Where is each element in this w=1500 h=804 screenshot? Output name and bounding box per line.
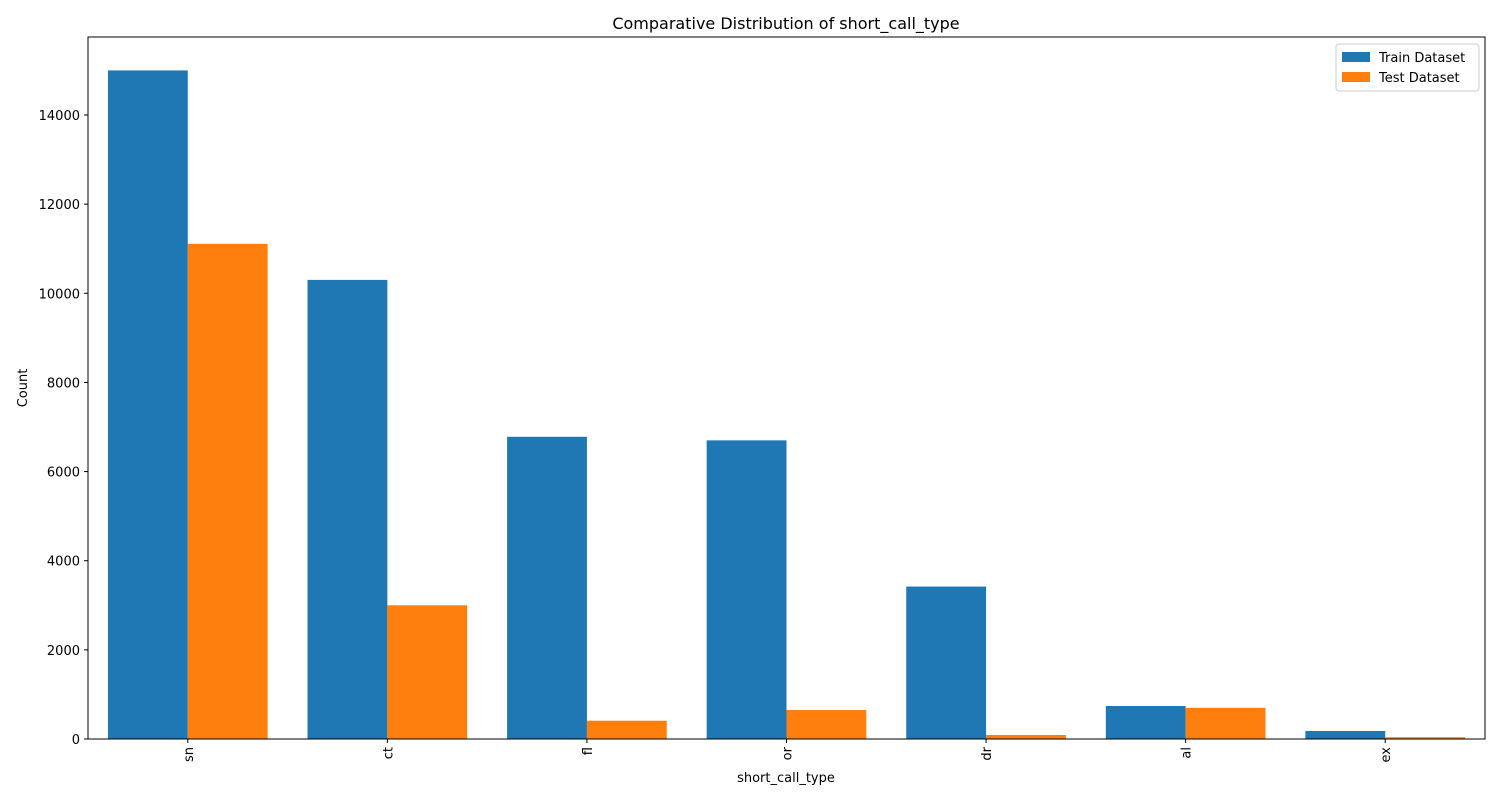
x-tick-label-sn: sn [182, 747, 197, 762]
legend: Train Dataset Test Dataset [1335, 43, 1480, 92]
y-axis-title: Count [16, 369, 31, 408]
x-tick-label-dr: dr [980, 746, 995, 760]
bar-train-sn [107, 70, 188, 740]
bar-test-ex [1385, 737, 1466, 739]
bar-train-ct [307, 279, 388, 739]
x-axis: sn ct fl or dr al ex [182, 739, 1394, 762]
y-tick-label: 6000 [47, 466, 80, 481]
x-tick-label-fl: fl [581, 747, 596, 755]
legend-swatch-test [1342, 72, 1370, 82]
y-tick-label: 14000 [39, 109, 80, 124]
legend-box [1335, 43, 1480, 92]
bar-train-fl [507, 436, 587, 739]
y-tick-label: 12000 [39, 198, 80, 213]
y-axis: 0 2000 4000 6000 8000 10000 12000 14000 [39, 109, 88, 748]
y-tick-label: 4000 [47, 555, 80, 570]
bar-train-al [1105, 706, 1186, 739]
bar-test-or [786, 710, 867, 739]
x-tick-label-or: or [781, 746, 796, 760]
bar-test-dr [986, 734, 1066, 739]
x-tick-label-ct: ct [381, 747, 396, 759]
bar-test-fl [586, 720, 667, 739]
y-tick-label: 8000 [47, 376, 80, 391]
legend-label-test: Test Dataset [1378, 71, 1460, 86]
bar-test-ct [387, 605, 468, 739]
bar-train-dr [906, 586, 987, 739]
bar-train-ex [1305, 730, 1386, 739]
x-axis-title: short_call_type [737, 771, 835, 786]
y-tick-label: 2000 [47, 644, 80, 659]
chart-title: Comparative Distribution of short_call_t… [612, 14, 959, 34]
legend-label-train: Train Dataset [1378, 51, 1465, 66]
bar-test-sn [187, 243, 268, 739]
legend-swatch-train [1342, 52, 1370, 62]
y-tick-label: 0 [72, 733, 80, 748]
plot-area [87, 36, 1486, 740]
x-tick-label-ex: ex [1379, 747, 1394, 763]
y-tick-label: 10000 [39, 287, 80, 302]
bar-train-or [706, 440, 787, 739]
bar-test-al [1185, 707, 1266, 739]
x-tick-label-al: al [1180, 747, 1195, 759]
